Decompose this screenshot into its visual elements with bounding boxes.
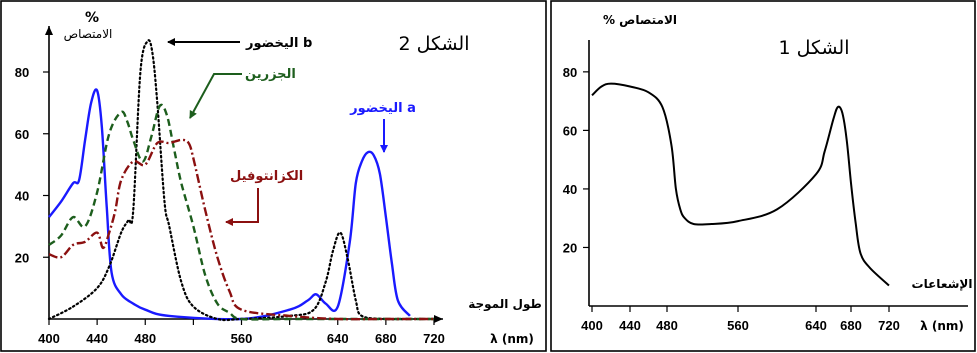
- annotation-label-xanthophyll: الكزانتوفيل: [230, 169, 303, 184]
- series-line-0: [48, 88, 411, 321]
- x-tick-label: 680: [375, 331, 397, 346]
- y-tick-label: 40: [15, 189, 29, 204]
- chart-title: الشكل 1: [778, 37, 849, 59]
- x-tick-label: 400: [38, 331, 60, 346]
- annotation-arrow-xanthophyll: [225, 188, 259, 226]
- series-line-2: [48, 103, 434, 321]
- chart-title: الشكل 2: [398, 33, 469, 55]
- x-tick-label: 560: [727, 318, 749, 333]
- x-tick-label: 640: [805, 318, 827, 333]
- y-axis-title: % الامتصاص: [603, 13, 677, 27]
- y-tick-label: 80: [563, 65, 577, 80]
- series-line-3: [48, 138, 434, 321]
- x-tick-label: 560: [231, 331, 253, 346]
- chart-figure-1: 400 440 480 560 640 680 720 20 40 60 80 % الامتصاص ا…: [563, 13, 973, 333]
- x-axis-title: طول الموجة: [468, 297, 542, 312]
- y-axis-title: % الامتصاص: [64, 10, 113, 42]
- x-tick-label: 720: [878, 318, 900, 333]
- series-line-0: [591, 82, 890, 287]
- x-tick-label: 400: [581, 318, 603, 333]
- left-panel-frame: [0, 0, 547, 352]
- y-tick-label: 60: [563, 123, 577, 138]
- x-tick-label: 440: [619, 318, 641, 333]
- x-unit-label: λ (nm): [920, 319, 964, 333]
- chart-figure-2: 400 440 480 560 640 680 720 20 40 60 80 % الامتصاص طو…: [15, 10, 542, 346]
- x-tick-label: 440: [86, 331, 108, 346]
- annotation-arrow-carotene: [189, 73, 242, 119]
- x-tick-label: 680: [840, 318, 862, 333]
- x-tick-label: 640: [327, 331, 349, 346]
- x-tick-label: 480: [656, 318, 678, 333]
- x-tick-label: 720: [423, 331, 445, 346]
- x-unit-label: λ (nm): [490, 332, 534, 346]
- y-tick-label: 20: [563, 240, 577, 255]
- series-line-1: [47, 39, 436, 322]
- x-tick-label: 480: [134, 331, 156, 346]
- annotation-label-carotene: الجزرين: [245, 67, 296, 82]
- x-axis-title: الإشعاعات: [912, 277, 973, 291]
- y-tick-label: 80: [15, 65, 29, 80]
- y-tick-label: 60: [15, 127, 29, 142]
- y-tick-label: 40: [563, 182, 577, 197]
- annotation-label-chl-a: اليخضور a: [349, 101, 416, 116]
- y-tick-label: 20: [15, 250, 29, 265]
- right-panel-frame: [550, 0, 976, 352]
- annotation-label-chl-b: اليخضور b: [245, 36, 312, 51]
